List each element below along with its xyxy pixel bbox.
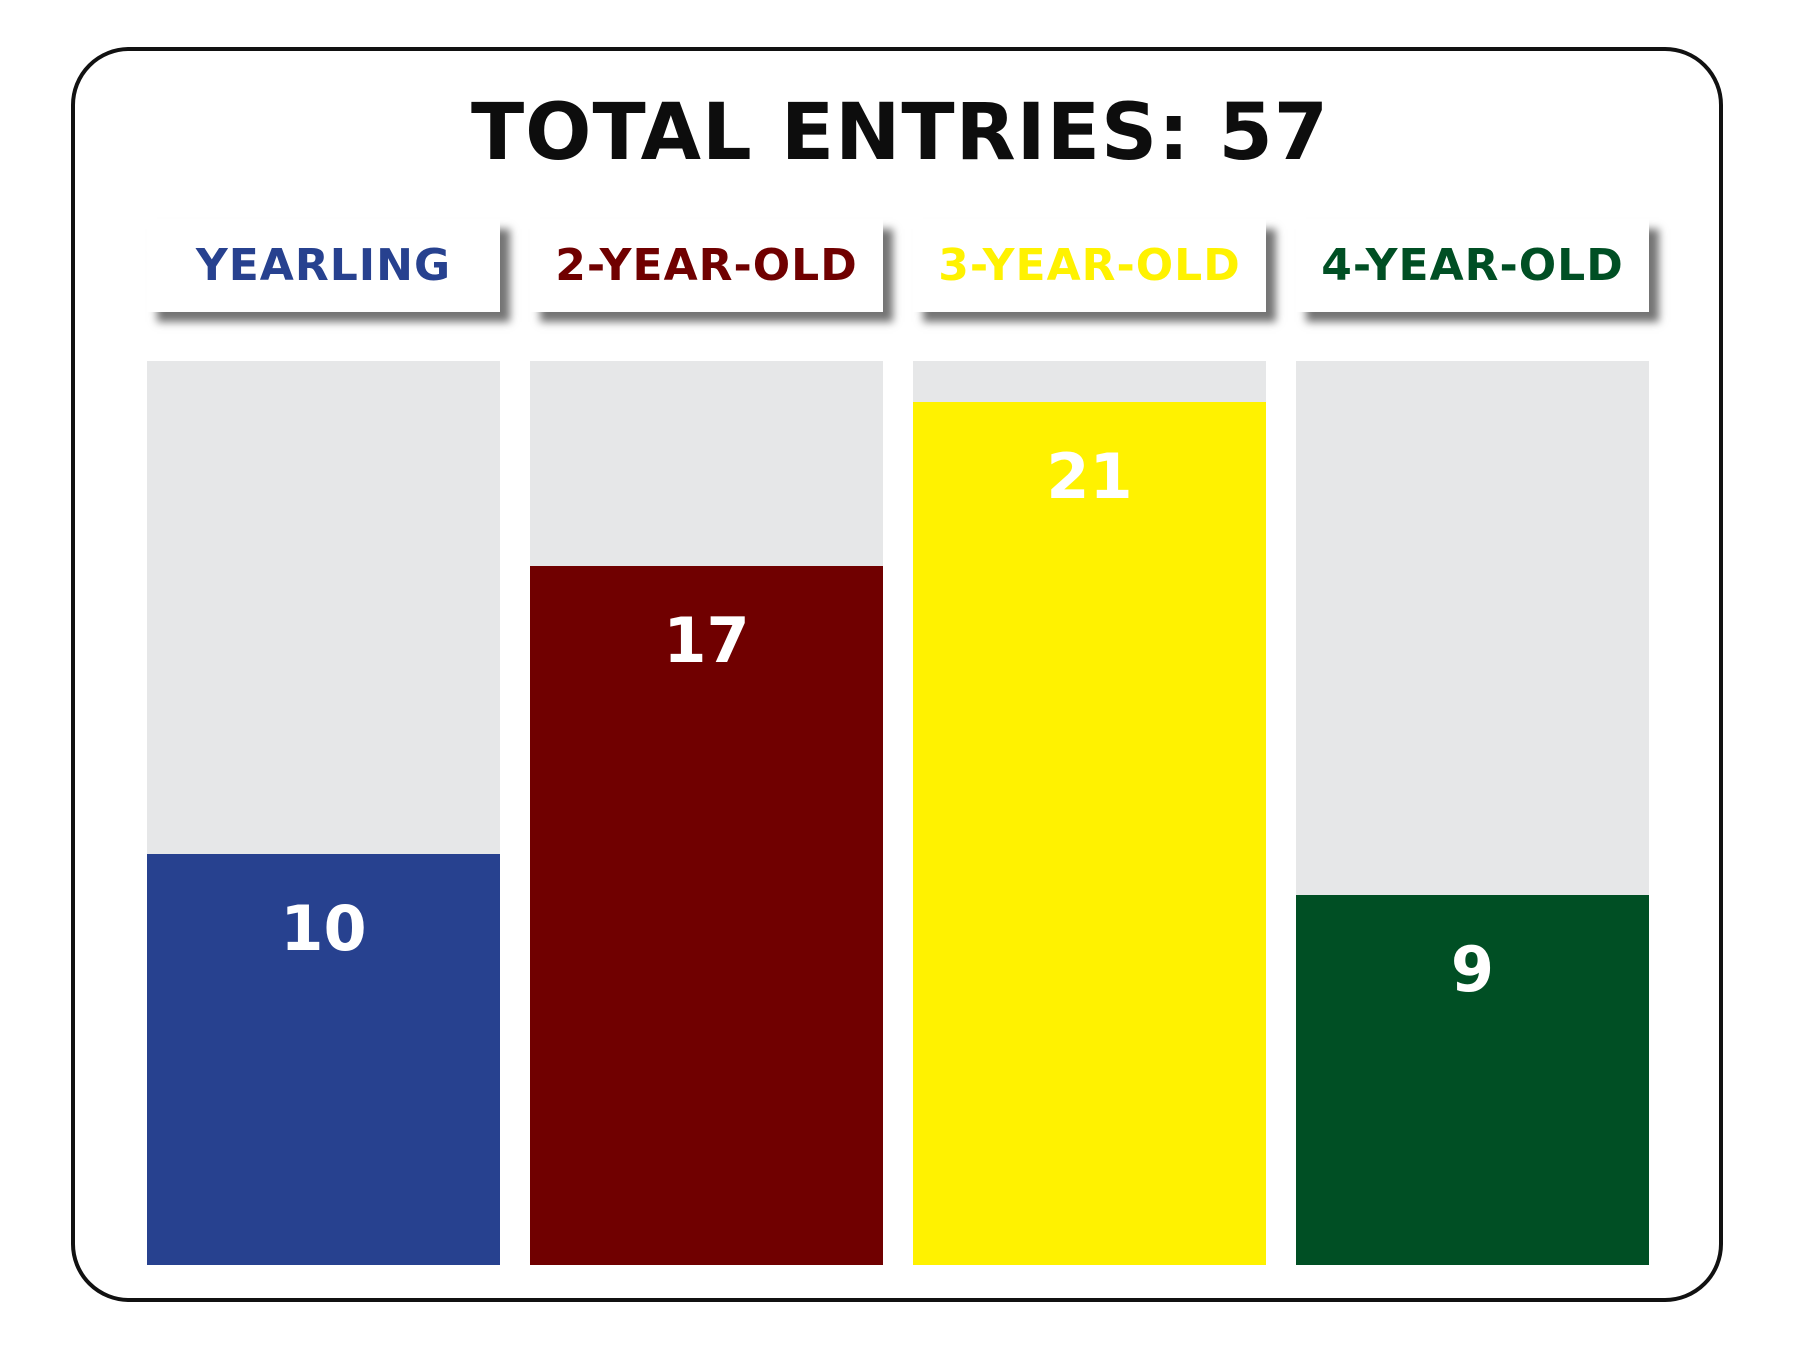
bar: 9 [1296,895,1649,1265]
data-label: 10 [280,892,367,965]
bar-track: 21 [913,361,1266,1265]
category-label: YEARLING [147,219,500,312]
category-label: 3-YEAR-OLD [913,219,1266,312]
bar-track: 9 [1296,361,1649,1265]
bar-track: 10 [147,361,500,1265]
bar: 21 [913,402,1266,1265]
data-label: 9 [1450,933,1495,1006]
data-label: 21 [1046,440,1133,513]
category-label: 2-YEAR-OLD [530,219,883,312]
category-label: 4-YEAR-OLD [1296,219,1649,312]
chart-title: TOTAL ENTRIES: 57 [470,88,1330,178]
bar: 10 [147,854,500,1265]
bar-track: 17 [530,361,883,1265]
bar: 17 [530,566,883,1265]
data-label: 17 [663,604,750,677]
